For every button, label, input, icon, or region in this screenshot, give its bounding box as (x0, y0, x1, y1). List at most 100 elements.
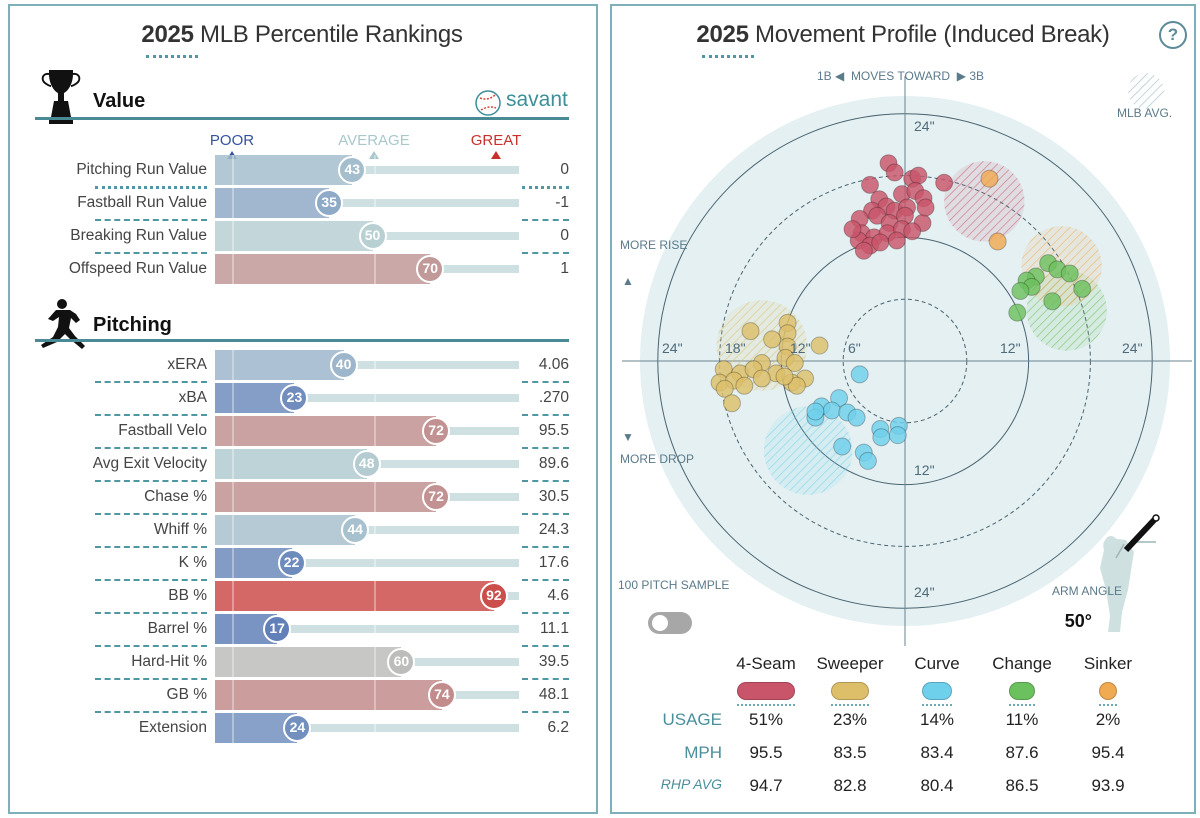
rhp-avg-value: 80.4 (920, 776, 954, 795)
movement-profile-panel: 2025 Movement Profile (Induced Break) ? … (610, 4, 1196, 814)
metric-row[interactable]: Pitching Run Value 43 0 (10, 155, 570, 185)
row-separator (95, 513, 207, 515)
metric-value: 48.1 (538, 686, 569, 703)
right-arrow-icon: ▶ (956, 69, 966, 83)
pitch-point-4-seam (903, 222, 922, 241)
row-separator (95, 252, 207, 254)
metric-row[interactable]: Avg Exit Velocity 48 89.6 (10, 449, 570, 479)
metric-label: Barrel % (147, 620, 207, 637)
metric-row[interactable]: BB % 92 4.6 (10, 581, 570, 611)
metric-row[interactable]: Whiff % 44 24.3 (10, 515, 570, 545)
row-separator (95, 186, 207, 189)
pitch-point-change (1073, 279, 1092, 298)
percentile-bar (215, 647, 402, 677)
metric-row[interactable]: Barrel % 17 11.1 (10, 614, 570, 644)
metric-row[interactable]: Fastball Run Value 35 -1 (10, 188, 570, 218)
pitch-color-swatch[interactable] (922, 682, 952, 700)
metric-row[interactable]: K % 22 17.6 (10, 548, 570, 578)
pitcher-silhouette-icon (41, 299, 85, 349)
pitch-point-curve (806, 402, 825, 421)
pitch-point-curve (858, 451, 877, 470)
pitch-color-swatch[interactable] (831, 682, 869, 700)
poor-gridline (232, 383, 234, 413)
average-gridline (374, 680, 376, 710)
percentile-track (343, 361, 519, 369)
row-separator (95, 480, 207, 482)
movement-title: 2025 Movement Profile (Induced Break) (696, 21, 1110, 48)
rhp-avg-value: 86.5 (1005, 776, 1039, 795)
pitching-section-divider (35, 339, 569, 342)
percentile-bar (215, 155, 353, 185)
help-button[interactable]: ? (1159, 21, 1187, 49)
percentile-badge: 17 (263, 615, 292, 643)
percentile-track (366, 460, 519, 468)
mlb-avg-zone-curve (763, 406, 853, 495)
title-underline (702, 55, 754, 58)
percentile-track (329, 199, 519, 207)
metric-value: 89.6 (538, 455, 569, 472)
average-gridline (374, 188, 376, 218)
pitch-point-curve (822, 401, 841, 420)
pitch-color-swatch[interactable] (1099, 682, 1117, 700)
metric-row[interactable]: Breaking Run Value 50 0 (10, 221, 570, 251)
percentile-bar (215, 581, 494, 611)
rhp-avg-value: 93.9 (1091, 776, 1125, 795)
metric-label: Extension (138, 719, 207, 736)
pitch-point-sweeper (715, 379, 734, 398)
moves-toward-label: MOVES TOWARD (850, 69, 951, 83)
row-separator (522, 252, 569, 254)
ring-label-left-18: 18" (725, 340, 746, 356)
percentile-badge: 23 (280, 384, 309, 412)
percentile-track (277, 625, 519, 633)
percentile-track (401, 658, 519, 666)
pitch-color-swatch[interactable] (737, 682, 795, 700)
metric-row[interactable]: Offspeed Run Value 70 1 (10, 254, 570, 284)
poor-gridline (232, 647, 234, 677)
pitch-point-change (1008, 303, 1027, 322)
usage-row-label: USAGE (662, 710, 722, 729)
pitch-sample-toggle[interactable] (648, 612, 692, 634)
metric-row[interactable]: Fastball Velo 72 95.5 (10, 416, 570, 446)
pitch-point-sinker (988, 232, 1007, 251)
mph-value: 87.6 (1005, 743, 1039, 762)
row-separator (522, 414, 569, 416)
mlb-avg-legend-icon (1128, 73, 1164, 109)
metric-row[interactable]: Hard-Hit % 60 39.5 (10, 647, 570, 677)
trophy-icon (41, 70, 81, 124)
metric-row[interactable]: xBA 23 .270 (10, 383, 570, 413)
row-separator (95, 546, 207, 548)
metric-value: 4.6 (547, 587, 569, 604)
ring-label-right-24: 24" (1122, 340, 1143, 356)
metric-row[interactable]: Chase % 72 30.5 (10, 482, 570, 512)
usage-value: 51% (748, 710, 784, 729)
ring-label-top-24: 24" (914, 118, 935, 134)
metric-value: 95.5 (538, 422, 569, 439)
savant-logo: savant (506, 88, 568, 111)
third-base-label: 3B (969, 69, 984, 83)
metric-label: xBA (178, 389, 207, 406)
percentile-bar (215, 350, 344, 380)
percentile-bar (215, 416, 437, 446)
arm-angle-pitcher-icon (1100, 514, 1160, 632)
percentile-track (430, 265, 519, 273)
average-gridline (374, 254, 376, 284)
ring-label-left-6: 6" (848, 340, 861, 356)
percentile-track (352, 166, 519, 174)
pitch-point-sweeper (735, 376, 754, 395)
row-separator (95, 711, 207, 713)
average-gridline (374, 581, 376, 611)
metric-row[interactable]: xERA 40 4.06 (10, 350, 570, 380)
metric-row[interactable]: Extension 24 6.2 (10, 713, 570, 743)
poor-gridline (232, 680, 234, 710)
pitch-point-sweeper (785, 354, 804, 373)
average-gridline (374, 614, 376, 644)
average-gridline (374, 416, 376, 446)
pitch-color-swatch[interactable] (1009, 682, 1035, 700)
row-separator (522, 546, 569, 548)
metric-row[interactable]: GB % 74 48.1 (10, 680, 570, 710)
row-separator (95, 219, 207, 221)
title-underline (146, 55, 198, 58)
pitch-point-4-seam (871, 233, 890, 252)
row-separator (95, 612, 207, 614)
pitch-point-sweeper (787, 376, 806, 395)
